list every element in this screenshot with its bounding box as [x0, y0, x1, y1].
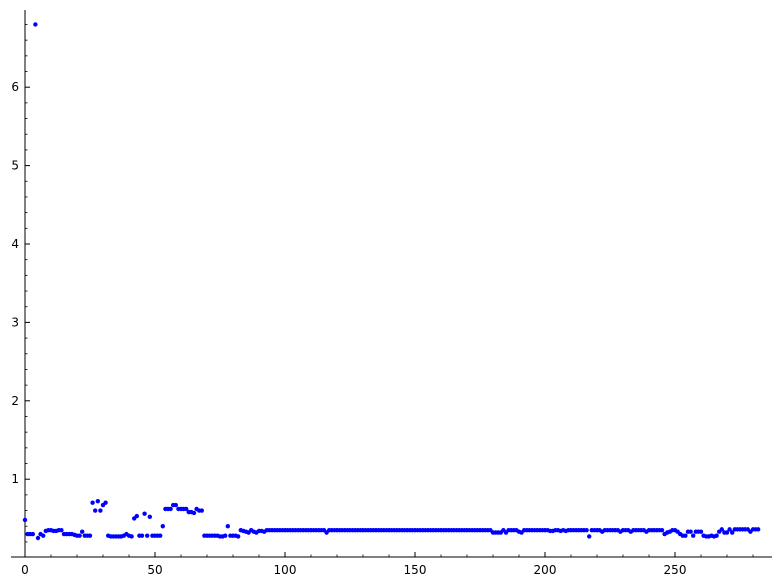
- data-point: [688, 529, 693, 534]
- x-tick-label: 100: [274, 563, 297, 577]
- data-point: [236, 534, 241, 539]
- data-point: [145, 533, 150, 538]
- data-point: [33, 22, 38, 27]
- data-point: [95, 498, 101, 504]
- data-point: [98, 508, 103, 513]
- y-tick-label: 1: [11, 472, 19, 486]
- data-points: [22, 22, 761, 541]
- data-point: [727, 527, 732, 532]
- y-tick-label: 2: [11, 394, 19, 408]
- data-point: [139, 533, 145, 538]
- axes: [11, 10, 772, 558]
- data-point: [719, 527, 724, 532]
- x-tick-label: 50: [147, 563, 162, 577]
- data-point: [41, 533, 46, 538]
- data-point: [90, 500, 95, 505]
- data-point: [59, 527, 64, 533]
- data-point: [142, 511, 147, 516]
- data-point: [160, 524, 165, 529]
- data-point: [659, 527, 665, 533]
- data-point: [158, 533, 163, 538]
- data-point: [724, 530, 730, 535]
- data-point: [730, 530, 735, 535]
- data-point: [199, 508, 204, 513]
- data-point: [147, 514, 152, 520]
- data-point: [587, 534, 592, 539]
- data-point: [698, 529, 704, 534]
- data-point: [173, 502, 178, 508]
- y-tick-label: 3: [11, 315, 19, 329]
- data-point: [584, 527, 589, 533]
- x-tick-label: 200: [534, 563, 557, 577]
- data-point: [184, 506, 189, 512]
- data-point: [103, 500, 108, 505]
- y-tick-label: 4: [11, 237, 19, 251]
- data-point: [22, 517, 28, 523]
- data-point: [129, 534, 134, 539]
- data-point: [134, 513, 139, 519]
- data-point: [223, 533, 228, 538]
- y-tick-label: 6: [11, 80, 19, 94]
- data-point: [80, 529, 85, 534]
- data-point: [225, 524, 230, 529]
- data-point: [77, 533, 82, 538]
- data-point: [756, 527, 761, 532]
- data-point: [714, 533, 719, 538]
- data-point: [93, 508, 98, 513]
- data-point: [168, 506, 173, 512]
- y-tick-label: 5: [11, 159, 19, 173]
- data-point: [87, 533, 93, 538]
- x-tick-label: 0: [21, 563, 29, 577]
- data-point: [30, 531, 35, 537]
- x-tick-label: 250: [664, 563, 687, 577]
- data-point: [683, 533, 688, 538]
- data-point: [35, 535, 41, 541]
- data-point: [691, 533, 696, 538]
- x-tick-label: 150: [404, 563, 427, 577]
- ticks: 0 50 100 150 200 250 1 2 3 4 5 6: [11, 24, 754, 577]
- data-point: [191, 510, 197, 516]
